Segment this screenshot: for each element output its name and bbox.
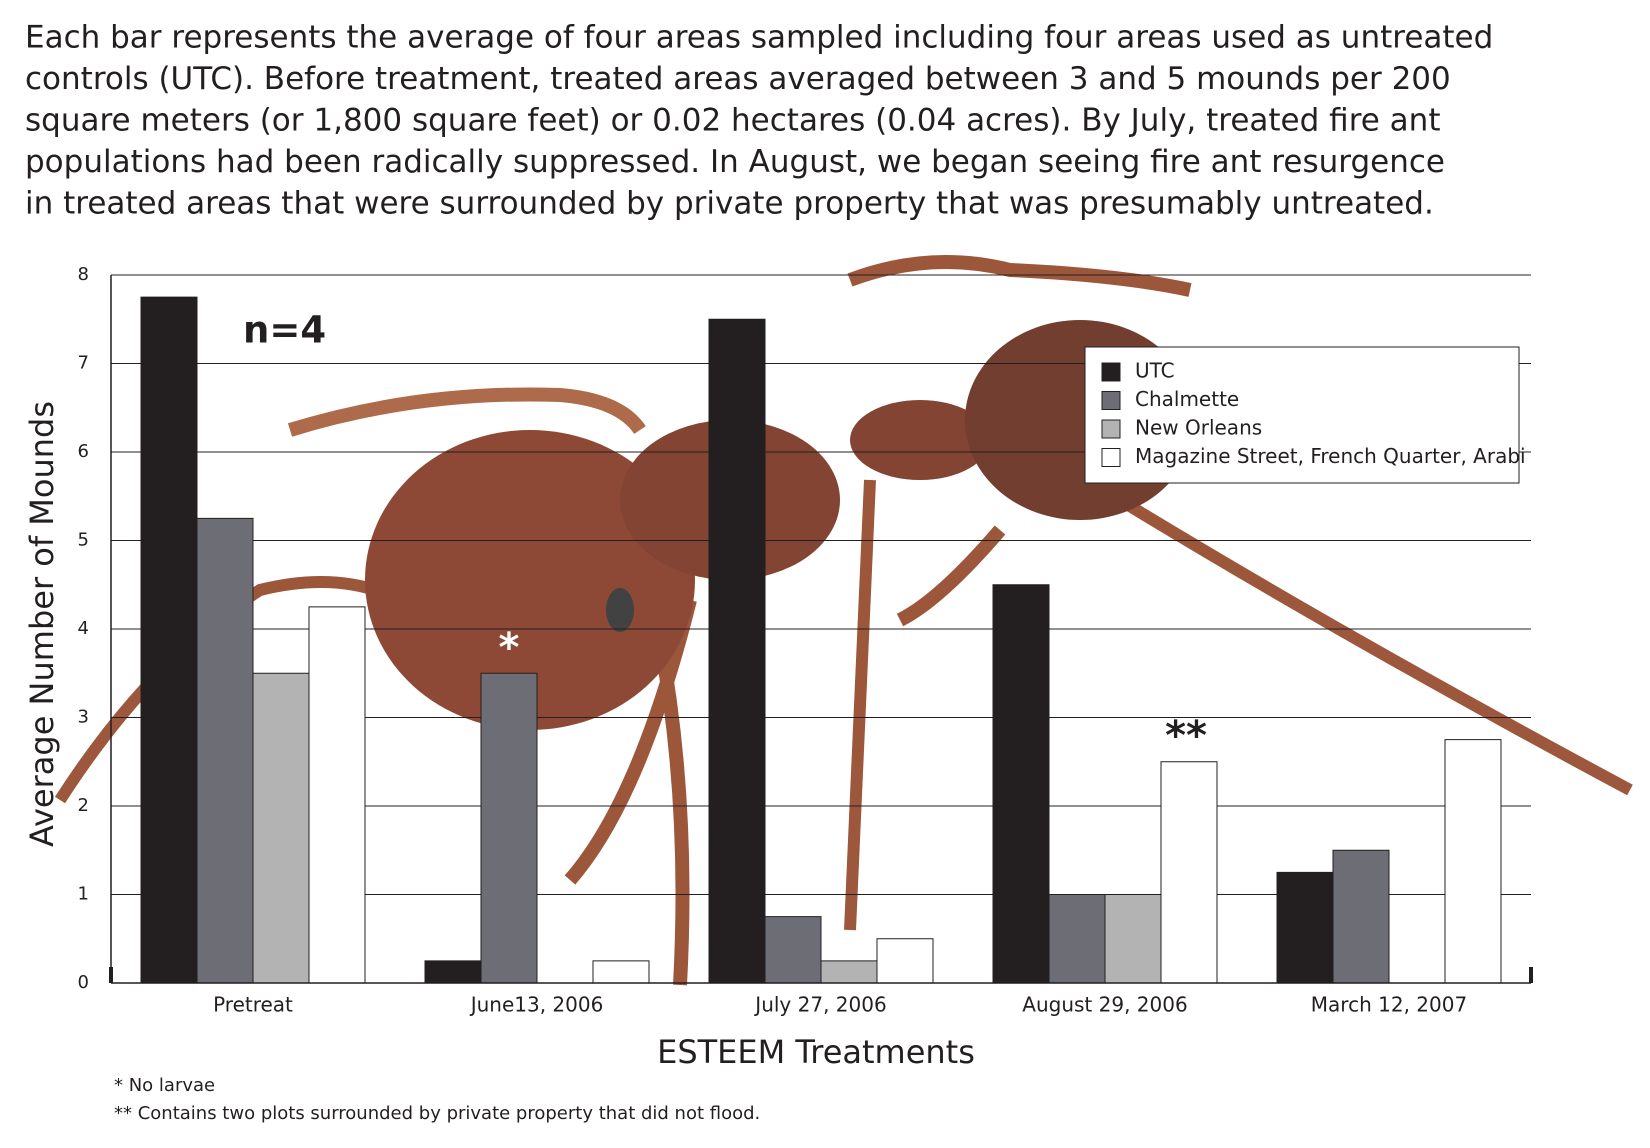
legend-label: New Orleans [1135,416,1262,440]
sample-size: n=4 [243,309,326,352]
bar [764,916,822,984]
y-tick-label: 3 [78,707,89,728]
bar [1276,871,1334,984]
legend-swatch [1101,391,1121,410]
legend-box [1084,346,1520,484]
x-tick-label: July 27, 2006 [753,993,886,1017]
y-tick-label: 5 [78,530,89,551]
legend-swatch [1101,419,1121,439]
legend-swatch [1101,448,1121,467]
bar [140,296,198,984]
bar [480,672,538,984]
title-line: in treated areas that were surrounded by… [25,186,1434,222]
footnote: ** Contains two plots surrounded by priv… [114,1103,760,1124]
bar [820,960,878,984]
x-axis-label: ESTEEM Treatments [657,1033,975,1071]
title-line: Each bar represents the average of four … [25,20,1493,56]
y-axis-label: Average Number of Mounds [23,401,61,847]
bar [308,606,366,984]
legend-label: Chalmette [1135,387,1239,411]
bar [196,517,254,984]
bar [1160,761,1218,984]
y-tick-label: 6 [78,441,89,462]
legend-swatch [1101,362,1121,382]
y-tick-label: 4 [78,618,89,639]
x-tick-label: June13, 2006 [469,993,604,1017]
bar [1444,739,1502,984]
bar [1104,894,1162,984]
title-line: populations had been radically suppresse… [25,144,1445,180]
bar [708,318,766,984]
annotation-star: ** [1165,713,1207,759]
y-tick-label: 7 [78,353,89,374]
title-line: controls (UTC). Before treatment, treate… [25,61,1451,97]
bar [592,960,650,984]
x-tick-label: August 29, 2006 [1022,993,1187,1017]
bar [876,938,934,984]
y-tick-label: 0 [78,972,89,993]
bar [992,584,1050,984]
y-tick-label: 1 [78,884,89,905]
annotation-star: * [499,625,520,671]
title-line: square meters (or 1,800 square feet) or … [25,103,1440,139]
x-tick-label: Pretreat [213,993,293,1017]
bar [252,672,310,984]
legend-label: UTC [1135,359,1175,383]
legend-label: Magazine Street, French Quarter, Arabi [1135,444,1526,468]
bar [1048,894,1106,984]
bar [424,960,482,984]
y-tick-label: 8 [78,264,89,285]
footnote: * No larvae [114,1075,215,1096]
x-tick-label: March 12, 2007 [1311,993,1467,1017]
y-tick-label: 2 [78,795,89,816]
bar [1332,849,1390,984]
